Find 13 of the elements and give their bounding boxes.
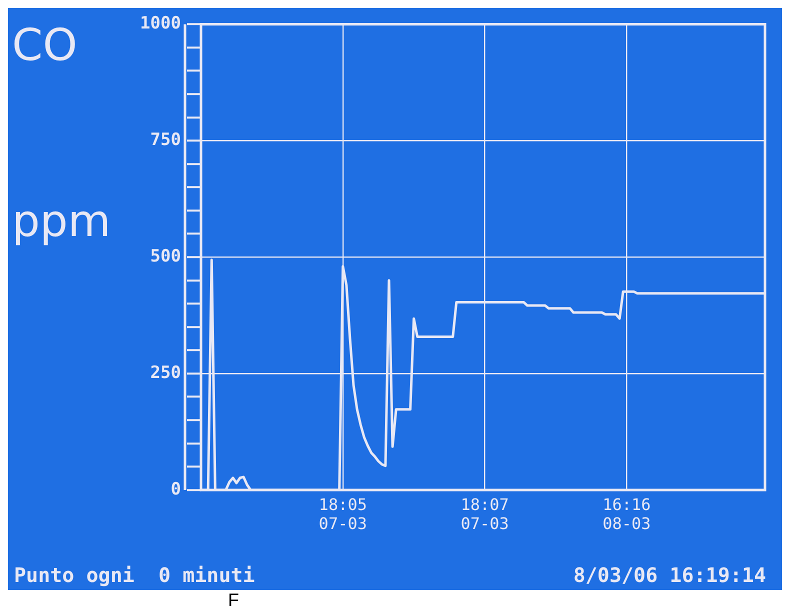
x-tick-label: 16:16 08-03 — [602, 494, 651, 533]
y-tick-label: 750 — [150, 130, 181, 150]
y-tick-label: 250 — [150, 362, 181, 383]
y-axis-title: ppm — [12, 196, 111, 247]
y-tick-label: 0 — [170, 479, 181, 500]
text: 8/03/06 16:19:14 — [573, 563, 766, 587]
text: Punto ogni 0 minuti — [14, 563, 255, 587]
x-tick-label: 18:07 07-03 — [460, 494, 509, 533]
x-tick-label: 18:05 07-03 — [318, 494, 367, 533]
y-tick-label: 500 — [150, 246, 181, 267]
text: F — [228, 590, 240, 610]
chart-title: CO — [12, 20, 78, 71]
y-tick-label: 1000 — [140, 14, 181, 34]
